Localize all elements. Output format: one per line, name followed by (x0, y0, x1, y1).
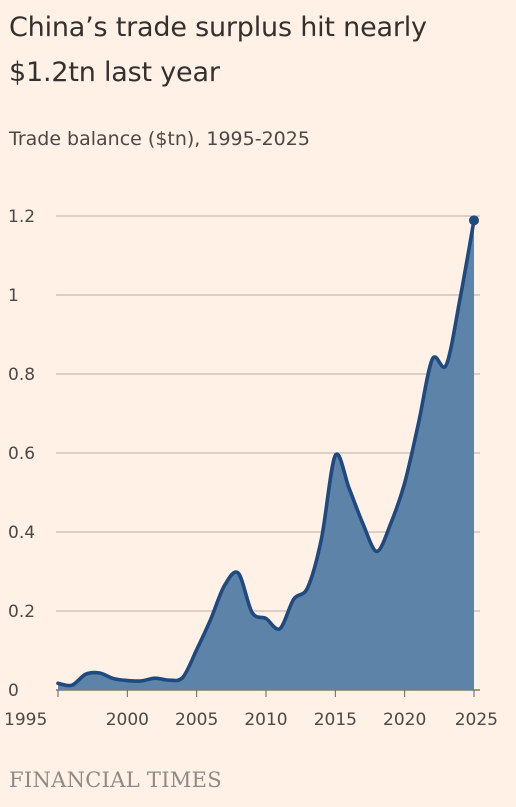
x-tick-label-2005: 2005 (175, 710, 218, 730)
y-tick-label-0.6: 0.6 (8, 444, 35, 464)
x-tick-label-2020: 2020 (383, 710, 426, 730)
trade-balance-area (58, 220, 474, 690)
x-tick-label-1995: 1995 (4, 710, 47, 730)
y-tick-label-0.4: 0.4 (8, 523, 35, 543)
trade-balance-chart: 0 0.2 0.4 0.6 0.8 1 1.2 1995 2000 2005 2010 2015 20… (4, 207, 498, 730)
x-tick-label-2010: 2010 (244, 710, 287, 730)
trade-balance-series (56, 215, 479, 690)
x-tick-label-2000: 2000 (106, 710, 149, 730)
x-tick-label-2015: 2015 (314, 710, 357, 730)
x-axis-tick-labels: 1995 2000 2005 2010 2015 2020 2025 (4, 690, 498, 730)
source-logo: FINANCIAL TIMES (9, 768, 222, 792)
y-tick-label-1.2: 1.2 (8, 207, 35, 227)
y-tick-label-0.2: 0.2 (8, 602, 35, 622)
y-axis-tick-labels: 0 0.2 0.4 0.6 0.8 1 1.2 (8, 207, 35, 701)
trade-balance-line (56, 218, 476, 688)
y-tick-label-1: 1 (8, 286, 19, 306)
x-tick-label-2025: 2025 (455, 710, 498, 730)
latest-value-marker (469, 215, 479, 226)
chart-title: China’s trade surplus hit nearly $1.2tn … (9, 12, 427, 88)
chart-subtitle: Trade balance ($tn), 1995-2025 (9, 128, 310, 150)
y-tick-label-0.8: 0.8 (8, 365, 35, 385)
y-tick-label-0: 0 (8, 681, 19, 701)
